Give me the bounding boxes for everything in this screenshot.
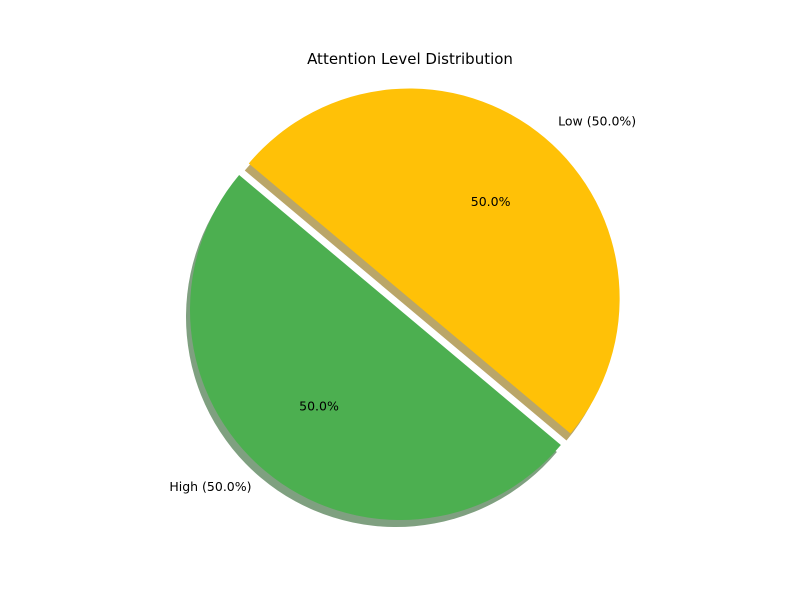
slice-label-high: High (50.0%) (169, 479, 251, 494)
chart-title: Attention Level Distribution (307, 50, 513, 68)
pie-labels: High (50.0%) 50.0% Low (50.0%) 50.0% (169, 114, 636, 494)
pie-slice-high (190, 175, 561, 521)
pie-slice-low (248, 88, 620, 434)
pie-slices (186, 88, 620, 528)
slice-percent-high: 50.0% (299, 399, 339, 414)
slice-label-low: Low (50.0%) (558, 114, 636, 129)
slice-percent-low: 50.0% (471, 194, 511, 209)
